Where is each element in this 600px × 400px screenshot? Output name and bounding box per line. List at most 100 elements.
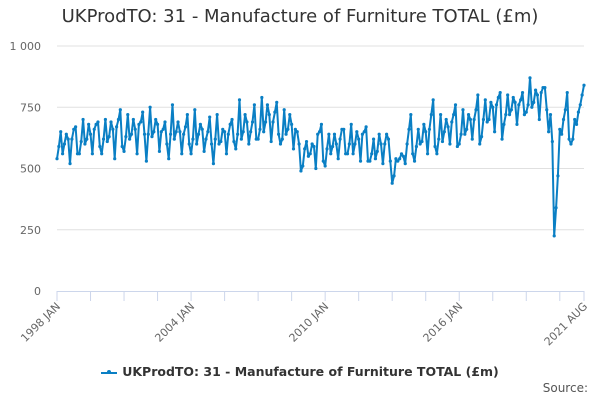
data-point[interactable]	[409, 113, 413, 117]
data-point[interactable]	[509, 108, 513, 112]
data-point[interactable]	[375, 149, 379, 153]
data-point[interactable]	[507, 113, 512, 117]
data-point[interactable]	[256, 137, 260, 141]
data-point[interactable]	[98, 144, 102, 149]
data-point[interactable]	[435, 152, 439, 156]
data-point[interactable]	[60, 152, 65, 156]
data-point[interactable]	[185, 113, 189, 117]
data-point[interactable]	[556, 174, 560, 178]
data-point[interactable]	[364, 125, 368, 129]
data-point[interactable]	[429, 113, 433, 117]
data-point[interactable]	[576, 110, 581, 114]
data-point[interactable]	[327, 132, 331, 136]
data-point[interactable]	[189, 152, 193, 156]
data-point[interactable]	[273, 110, 277, 114]
data-point[interactable]	[411, 152, 415, 156]
data-point[interactable]	[401, 154, 405, 158]
data-point[interactable]	[520, 90, 525, 95]
data-point[interactable]	[478, 142, 482, 146]
data-point[interactable]	[321, 159, 325, 163]
data-point[interactable]	[191, 137, 195, 141]
data-point[interactable]	[403, 162, 407, 166]
data-point[interactable]	[489, 100, 493, 104]
data-point[interactable]	[59, 130, 63, 134]
data-point[interactable]	[571, 137, 575, 141]
data-point[interactable]	[213, 137, 217, 141]
data-point[interactable]	[148, 105, 152, 109]
data-point[interactable]	[282, 108, 286, 112]
data-point[interactable]	[107, 135, 111, 139]
data-point[interactable]	[55, 157, 59, 161]
data-point[interactable]	[206, 130, 210, 134]
data-point[interactable]	[533, 88, 538, 92]
data-point[interactable]	[137, 122, 141, 126]
data-point[interactable]	[491, 105, 495, 109]
data-point[interactable]	[448, 142, 452, 146]
data-point[interactable]	[422, 122, 426, 126]
data-point[interactable]	[396, 159, 400, 163]
data-point[interactable]	[79, 139, 83, 144]
data-point[interactable]	[170, 103, 175, 107]
data-point[interactable]	[182, 132, 186, 136]
data-point[interactable]	[358, 159, 363, 163]
data-point[interactable]	[250, 120, 255, 124]
data-point[interactable]	[442, 130, 446, 134]
data-point[interactable]	[485, 120, 489, 124]
data-point[interactable]	[517, 103, 521, 107]
data-point[interactable]	[243, 113, 247, 117]
data-point[interactable]	[420, 139, 424, 144]
data-point[interactable]	[252, 103, 256, 107]
data-point[interactable]	[267, 113, 271, 117]
data-point[interactable]	[308, 152, 312, 156]
data-point[interactable]	[262, 130, 266, 134]
data-point[interactable]	[249, 130, 253, 134]
data-point[interactable]	[452, 113, 456, 117]
data-point[interactable]	[62, 142, 67, 146]
data-point[interactable]	[221, 127, 225, 131]
data-point[interactable]	[183, 125, 188, 129]
data-point[interactable]	[360, 132, 364, 136]
data-point[interactable]	[323, 164, 327, 168]
data-point[interactable]	[472, 117, 476, 122]
data-point[interactable]	[299, 169, 303, 173]
data-point[interactable]	[504, 113, 508, 117]
data-point[interactable]	[85, 137, 89, 141]
data-point[interactable]	[286, 127, 290, 131]
data-point[interactable]	[548, 113, 553, 117]
data-point[interactable]	[103, 117, 108, 122]
data-point[interactable]	[284, 132, 288, 136]
data-point[interactable]	[476, 93, 480, 97]
data-point[interactable]	[129, 132, 134, 136]
data-point[interactable]	[144, 159, 148, 163]
data-point[interactable]	[427, 127, 432, 131]
data-point[interactable]	[368, 159, 372, 163]
data-point[interactable]	[167, 157, 171, 161]
data-point[interactable]	[198, 122, 202, 126]
data-point[interactable]	[135, 152, 139, 156]
data-point[interactable]	[582, 83, 586, 87]
data-point[interactable]	[113, 157, 117, 161]
data-point[interactable]	[524, 110, 528, 114]
data-point[interactable]	[528, 76, 532, 80]
data-point[interactable]	[515, 122, 519, 126]
data-point[interactable]	[269, 139, 273, 144]
data-point[interactable]	[560, 132, 564, 136]
data-point[interactable]	[450, 120, 454, 124]
data-point[interactable]	[498, 90, 502, 95]
data-point[interactable]	[535, 93, 540, 97]
data-point[interactable]	[157, 149, 162, 153]
data-point[interactable]	[64, 132, 68, 136]
data-point[interactable]	[306, 154, 310, 158]
data-point[interactable]	[200, 127, 204, 131]
legend[interactable]: UKProdTO: 31 - Manufacture of Furniture …	[0, 364, 600, 379]
data-point[interactable]	[247, 142, 251, 146]
data-point[interactable]	[459, 132, 463, 136]
data-point[interactable]	[319, 122, 324, 126]
data-point[interactable]	[211, 162, 216, 166]
data-point[interactable]	[465, 127, 469, 131]
data-point[interactable]	[90, 152, 94, 156]
data-point[interactable]	[228, 122, 232, 126]
data-point[interactable]	[334, 142, 338, 146]
data-point[interactable]	[351, 152, 355, 156]
data-point[interactable]	[217, 142, 221, 146]
